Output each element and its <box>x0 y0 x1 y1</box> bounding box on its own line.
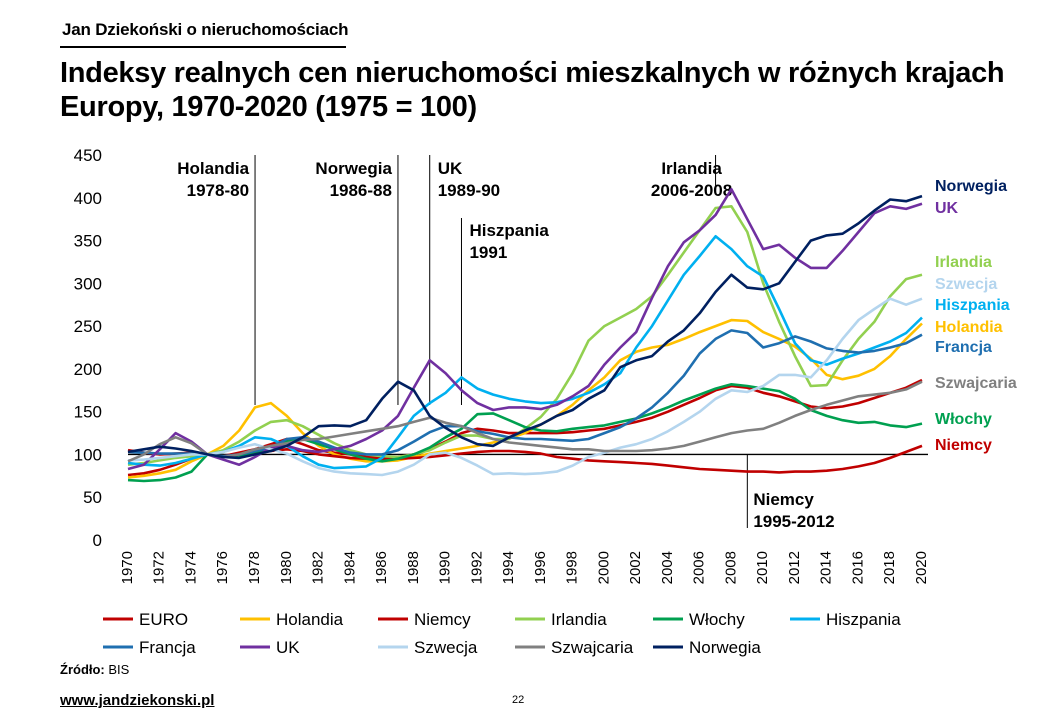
x-tick-label: 2008 <box>722 551 739 584</box>
x-tick-label: 2010 <box>754 551 771 584</box>
chart-title: Indeksy realnych cen nieruchomości miesz… <box>60 57 1005 123</box>
series-line-szwajcaria <box>127 380 923 463</box>
page-number: 22 <box>512 694 525 706</box>
x-tick-label: 1974 <box>182 551 199 584</box>
x-tick-label: 1976 <box>214 551 231 584</box>
x-tick-label: 1978 <box>246 551 263 584</box>
legend-label: EURO <box>139 610 188 629</box>
legend-label: UK <box>276 638 300 657</box>
annotation-label: Niemcy <box>753 490 814 509</box>
x-tick-label: 1996 <box>532 551 549 584</box>
annotation-label: Hiszpania <box>469 221 549 240</box>
x-tick-label: 1984 <box>341 551 358 584</box>
x-tick-label: 1998 <box>564 551 581 584</box>
legend-label: Szwajcaria <box>551 638 634 657</box>
end-label-szwecja: Szwecja <box>935 276 997 293</box>
brand-underline <box>60 46 346 48</box>
x-tick-label: 2014 <box>818 551 835 584</box>
chart-end-labels: Holandia Niemcy Irlandia Włochy Hiszpania Fra… <box>935 178 1017 454</box>
x-tick-label: 2020 <box>913 551 930 584</box>
annotation-label: 1986-88 <box>330 181 392 200</box>
chart-annotations: Holandia 1978-80 Norwegia 1986-88 UK 1989-90 H… <box>177 155 835 531</box>
end-label-hiszpania: Hiszpania <box>935 297 1010 314</box>
y-tick-label: 300 <box>74 274 102 293</box>
annotation-label: Holandia <box>177 159 249 178</box>
y-tick-label: 200 <box>74 360 102 379</box>
website-link[interactable]: www.jandziekonski.pl <box>60 692 215 709</box>
y-tick-label: 400 <box>74 189 102 208</box>
y-tick-label: 450 <box>74 146 102 165</box>
series-line-hiszpania <box>127 235 923 470</box>
end-label-włochy: Włochy <box>935 411 992 428</box>
source-value: BIS <box>108 662 130 677</box>
y-tick-label: 50 <box>83 488 102 507</box>
end-label-francja: Francja <box>935 339 992 356</box>
series-line-irlandia <box>127 205 923 466</box>
annotation-label: 1978-80 <box>187 181 249 200</box>
end-label-irlandia: Irlandia <box>935 254 992 271</box>
annotation-label: 1991 <box>469 243 507 262</box>
annotation-label: 2006-2008 <box>651 181 732 200</box>
x-tick-label: 1982 <box>310 551 327 584</box>
series-line-szwecja <box>127 297 923 477</box>
x-tick-label: 2002 <box>627 551 644 584</box>
x-tick-label: 1972 <box>151 551 168 584</box>
y-tick-label: 100 <box>74 445 102 464</box>
legend-label: Norwegia <box>689 638 761 657</box>
series-line-francja <box>127 329 923 458</box>
x-tick-label: 1970 <box>119 551 136 584</box>
x-tick-label: 2004 <box>659 551 676 584</box>
end-label-holandia: Holandia <box>935 319 1003 336</box>
annotation-label: Irlandia <box>661 159 722 178</box>
y-tick-label: 0 <box>93 531 102 550</box>
annotation-label: Norwegia <box>315 159 392 178</box>
annotation-label: 1989-90 <box>438 181 500 200</box>
x-tick-label: 1990 <box>437 551 454 584</box>
brand-name: Jan Dziekoński o nieruchomościach <box>62 20 349 39</box>
legend-label: Irlandia <box>551 610 607 629</box>
legend-label: Włochy <box>689 610 745 629</box>
end-label-uk: UK <box>935 200 959 217</box>
legend-label: Holandia <box>276 610 344 629</box>
y-tick-label: 150 <box>74 403 102 422</box>
series-line-norwegia <box>127 194 923 460</box>
chart-series-lines <box>127 187 923 483</box>
legend-label: Francja <box>139 638 196 657</box>
end-label-norwegia: Norwegia <box>935 178 1007 195</box>
x-tick-label: 2012 <box>786 551 803 584</box>
legend-label: Hiszpania <box>826 610 901 629</box>
chart-legend: EURO Holandia Niemcy Irlandia Włochy Hiszpani… <box>103 610 901 657</box>
x-tick-label: 1992 <box>468 551 485 584</box>
x-tick-label: 2000 <box>595 551 612 584</box>
x-tick-label: 1988 <box>405 551 422 584</box>
y-tick-label: 250 <box>74 317 102 336</box>
end-label-szwajcaria: Szwajcaria <box>935 375 1017 392</box>
x-tick-label: 2016 <box>849 551 866 584</box>
annotation-label: 1995-2012 <box>753 512 834 531</box>
x-tick-label: 1994 <box>500 551 517 584</box>
x-tick-label: 2018 <box>881 551 898 584</box>
annotation-label: UK <box>438 159 463 178</box>
chart-axes: 0 50 100 150 200 250 300 350 400 450 1970 1972 1974 1… <box>74 146 930 584</box>
x-tick-label: 1986 <box>373 551 390 584</box>
source-note: Źródło: BIS <box>60 662 129 677</box>
source-label: Źródło: <box>60 662 105 677</box>
legend-label: Szwecja <box>414 638 478 657</box>
legend-label: Niemcy <box>414 610 471 629</box>
x-tick-label: 2006 <box>691 551 708 584</box>
end-label-niemcy: Niemcy <box>935 437 992 454</box>
x-tick-label: 1980 <box>278 551 295 584</box>
y-tick-label: 350 <box>74 232 102 251</box>
